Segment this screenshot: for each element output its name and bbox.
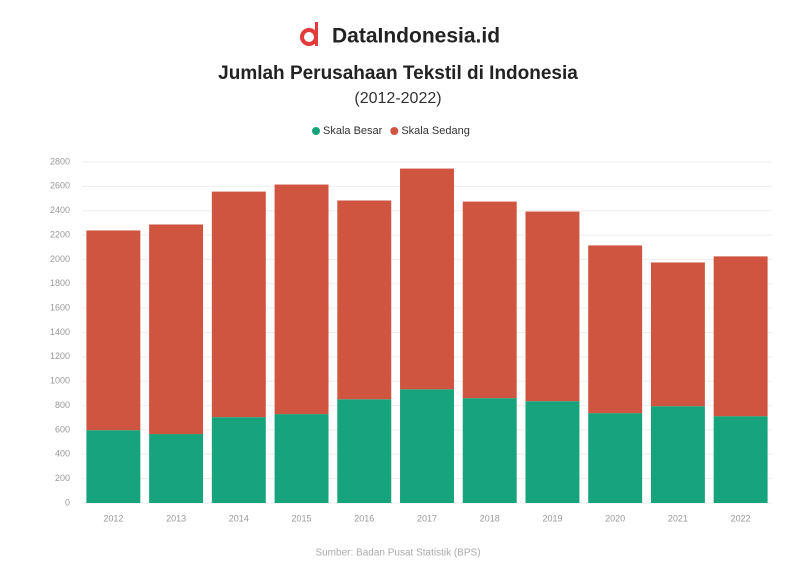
bar-segment: [149, 434, 204, 503]
legend-marker: [312, 127, 320, 135]
bar-segment: [400, 389, 454, 503]
legend-label: Skala Sedang: [401, 125, 470, 137]
x-tick-label: 2018: [480, 513, 500, 523]
bar-segment: [525, 401, 580, 503]
y-tick-label: 200: [55, 473, 70, 483]
y-tick-label: 400: [55, 449, 70, 459]
y-tick-label: 1200: [50, 351, 70, 361]
y-tick-label: 800: [55, 400, 70, 410]
bar-segment: [400, 168, 454, 390]
bar-segment: [274, 184, 329, 415]
y-tick-label: 2800: [50, 156, 70, 166]
x-tick-label: 2013: [166, 513, 186, 523]
bar-segment: [86, 230, 141, 431]
bar-segment: [650, 406, 705, 503]
brand: DataIndonesia.id: [332, 25, 500, 48]
x-tick-label: 2014: [229, 513, 249, 523]
x-tick-label: 2015: [292, 513, 312, 523]
y-tick-label: 1000: [50, 376, 70, 386]
y-tick-label: 1600: [50, 303, 70, 313]
logo: [300, 22, 318, 46]
bar-segment: [337, 200, 392, 400]
bar-segment: [588, 245, 643, 414]
x-tick-label: 2017: [417, 513, 437, 523]
bar-segment: [86, 430, 141, 503]
bar-segment: [337, 399, 392, 503]
chart-subtitle: (2012-2022): [354, 90, 441, 107]
chart-title: Jumlah Perusahaan Tekstil di Indonesia: [218, 63, 578, 84]
y-tick-label: 1400: [50, 327, 70, 337]
y-tick-label: 2400: [50, 205, 70, 215]
bar-segment: [462, 398, 517, 503]
y-tick-label: 1800: [50, 278, 70, 288]
y-tick-label: 2200: [50, 229, 70, 239]
legend-marker: [390, 127, 399, 135]
source: Sumber: Badan Pusat Statistik (BPS): [315, 548, 480, 559]
bar-segment: [149, 224, 204, 435]
bar-segment: [462, 201, 517, 399]
bar-segment: [525, 211, 580, 402]
x-tick-label: 2022: [731, 513, 751, 523]
y-tick-label: 2600: [50, 181, 70, 191]
bar-segment: [650, 262, 705, 407]
y-tick-label: 2000: [50, 254, 70, 264]
x-tick-label: 2021: [668, 513, 688, 523]
x-tick-label: 2019: [542, 513, 562, 523]
y-tick-label: 0: [65, 497, 70, 507]
x-tick-label: 2016: [354, 513, 374, 523]
bar-segment: [588, 413, 643, 503]
y-tick-label: 600: [55, 424, 70, 434]
bar-segment: [274, 414, 329, 503]
x-tick-label: 2020: [605, 513, 625, 523]
x-tick-label: 2012: [103, 513, 123, 523]
legend-label: Skala Besar: [323, 125, 383, 137]
bar-segment: [211, 191, 266, 418]
bar-segment: [713, 256, 768, 417]
bar-segment: [713, 416, 768, 503]
bar-segment: [211, 417, 266, 503]
